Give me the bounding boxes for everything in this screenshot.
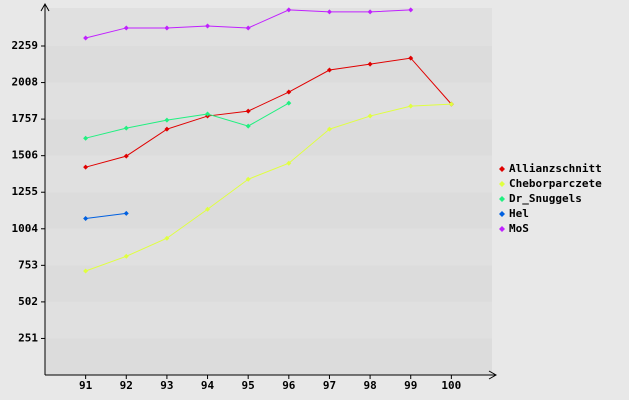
point [367,113,373,119]
point [326,126,332,132]
grid-band [45,228,492,266]
x-tick-label: 97 [323,379,336,392]
point [164,117,170,123]
x-tick-label: 92 [120,379,133,392]
grid-band [45,192,492,229]
point [245,25,251,31]
y-tick-label: 1004 [12,222,39,235]
series-line [85,102,290,139]
point [245,108,251,114]
point [205,206,211,212]
point [367,9,373,15]
x-axis-arrow [488,370,498,380]
point [83,164,89,170]
x-tick-label: 100 [441,379,461,392]
y-tick-label: 2008 [12,76,39,89]
point [83,215,89,221]
point [367,61,373,67]
point [164,126,170,132]
x-tick-label: 91 [79,379,93,392]
grid-band [45,46,492,83]
x-tick-label: 95 [242,379,255,392]
grid-band [45,265,492,302]
series-line [85,57,452,168]
x-tick-label: 96 [282,379,296,392]
x-tick-label: 98 [363,379,376,392]
point [408,7,414,13]
point [123,153,129,159]
point [164,235,170,241]
y-tick-label: 251 [18,331,38,344]
point [326,9,332,15]
x-tick-label: 99 [404,379,417,392]
y-tick-label: 753 [18,258,38,271]
series-line [85,103,452,272]
grid-band [45,82,492,120]
legend-label: MoS [509,222,529,235]
legend-label: Dr_Snuggels [509,192,582,205]
point [123,125,129,131]
x-tick-label: 93 [160,379,173,392]
point [83,135,89,141]
legend-marker [499,211,505,217]
point [83,35,89,41]
point [123,210,129,216]
grid-band [45,301,492,339]
grid-band [45,8,492,47]
point [123,253,129,259]
legend-marker [499,196,505,202]
point [245,123,251,129]
x-tick-label: 94 [201,379,215,392]
grid-band [45,338,492,375]
point [286,7,292,13]
y-tick-label: 1757 [12,112,39,125]
legend-marker [499,181,505,187]
y-tick-label: 1255 [12,185,39,198]
y-axis-arrow [40,2,50,12]
point [408,55,414,61]
legend-label: Allianzschnitt [509,162,602,175]
y-tick-label: 1506 [12,149,39,162]
point [123,25,129,31]
point [286,160,292,166]
series-line [85,212,127,219]
legend-marker [499,166,505,172]
point [448,101,454,107]
y-tick-label: 2259 [12,39,39,52]
legend-marker [499,226,505,232]
legend-label: Hel [509,207,529,220]
point [408,103,414,109]
point [286,89,292,95]
point [205,23,211,29]
legend-label: Cheborparczete [509,177,602,190]
grid-band [45,119,492,156]
point [83,268,89,274]
point [245,176,251,182]
point [164,25,170,31]
point [286,100,292,106]
grid-band [45,155,492,193]
point [205,111,211,117]
point [326,67,332,73]
y-tick-label: 502 [18,295,38,308]
